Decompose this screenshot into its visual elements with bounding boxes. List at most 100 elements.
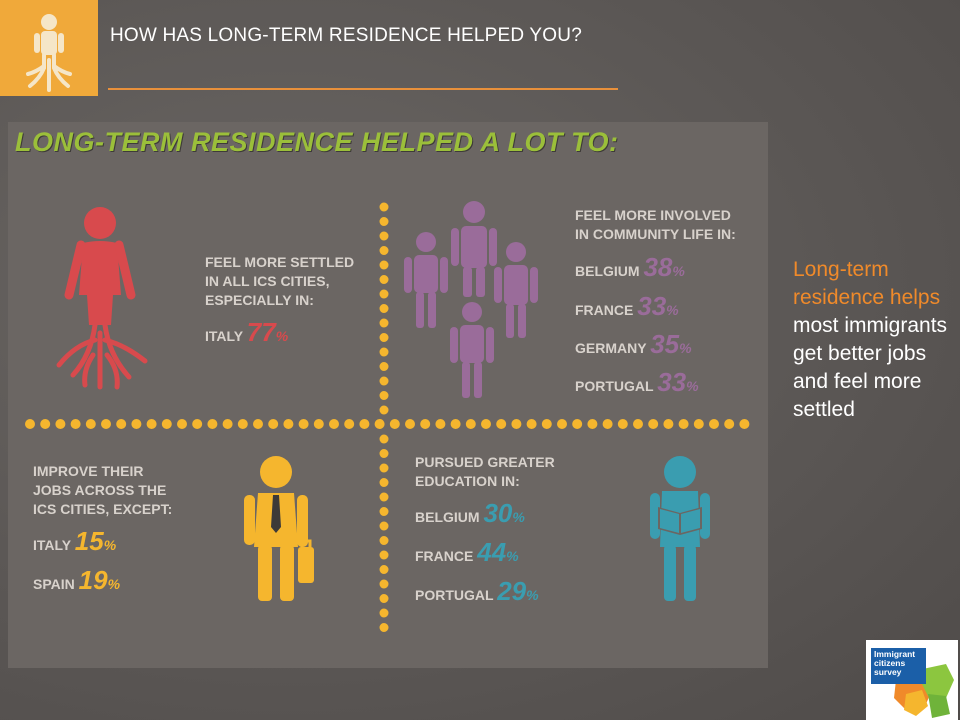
divider-dot — [379, 608, 389, 618]
divider-dot — [85, 419, 96, 429]
education-stat-france: FRANCE 44% — [415, 537, 519, 567]
divider-dot — [389, 419, 400, 429]
divider-dot — [379, 449, 389, 458]
divider-dot — [192, 419, 203, 429]
divider-dot — [450, 419, 461, 429]
divider-dot — [541, 419, 552, 429]
divider-dot — [379, 289, 389, 299]
divider-dot — [222, 419, 233, 429]
divider-dot — [379, 260, 389, 270]
jobs-stat-italy: ITALY 15% — [33, 526, 117, 556]
side-summary-text: Long-term residence helps most immigrant… — [793, 256, 953, 424]
side-summary-highlight: Long-term residence helps — [793, 258, 941, 309]
logo-tile — [0, 0, 98, 96]
divider-dot — [602, 419, 613, 429]
divider-dot — [435, 419, 446, 429]
divider-dot — [739, 419, 750, 429]
divider-dot — [25, 419, 35, 429]
divider-dot — [633, 419, 643, 429]
divider-dot — [379, 507, 389, 516]
divider-dot — [329, 419, 339, 429]
divider-dot — [724, 419, 735, 429]
divider-dot — [379, 376, 389, 386]
divider-dot — [663, 419, 674, 429]
infographic-heading: LONG-TERM RESIDENCE HELPED A LOT TO: — [15, 127, 619, 157]
divider-dot — [70, 419, 81, 429]
community-stat-germany: GERMANY 35% — [575, 329, 692, 359]
divider-dot — [379, 434, 389, 444]
divider-dot — [709, 419, 719, 429]
community-stat-belgium: BELGIUM 38% — [575, 252, 685, 282]
title-divider — [108, 88, 618, 90]
divider-dot — [379, 362, 389, 371]
divider-dot — [268, 419, 279, 429]
ics-logo-label: Immigrant citizens survey — [871, 648, 926, 684]
jobs-stat-spain: SPAIN 19% — [33, 565, 121, 595]
divider-dot — [572, 419, 583, 429]
community-people-purple-icon — [404, 201, 538, 398]
divider-dot — [379, 217, 389, 226]
page-title: HOW HAS LONG-TERM RESIDENCE HELPED YOU? — [110, 25, 582, 46]
divider-dot — [379, 536, 389, 545]
divider-dot — [420, 419, 431, 429]
divider-dot — [465, 419, 476, 429]
side-summary-rest: most immigrants get better jobs and feel… — [793, 314, 948, 421]
divider-dot — [298, 419, 309, 429]
education-title: PURSUED GREATER EDUCATION IN: — [415, 454, 555, 489]
divider-dot — [146, 419, 157, 429]
divider-dot — [40, 419, 51, 429]
divider-dot — [207, 419, 218, 429]
divider-dot — [359, 419, 370, 429]
reading-person-teal-icon — [650, 456, 710, 601]
divider-dot — [379, 391, 389, 400]
community-title: FEEL MORE INVOLVED IN COMMUNITY LIFE IN: — [575, 207, 736, 242]
divider-dot — [379, 550, 389, 560]
divider-dot — [177, 419, 187, 429]
education-stat-belgium: BELGIUM 30% — [415, 498, 525, 528]
divider-dot — [116, 419, 127, 429]
divider-dot — [511, 419, 522, 429]
divider-dot — [379, 579, 389, 589]
divider-dot — [648, 419, 659, 429]
divider-dot — [379, 594, 389, 603]
divider-dot — [379, 492, 389, 502]
divider-dot — [481, 419, 491, 429]
divider-dot — [379, 202, 389, 212]
divider-dot — [379, 318, 389, 328]
settled-title: FEEL MORE SETTLED IN ALL ICS CITIES, ESP… — [205, 254, 355, 308]
community-stat-portugal: PORTUGAL 33% — [575, 367, 699, 397]
divider-dot — [131, 419, 142, 429]
jobs-title: IMPROVE THEIR JOBS ACROSS THE ICS CITIES… — [33, 463, 173, 517]
divider-dot — [55, 419, 66, 429]
divider-dot — [379, 231, 389, 241]
divider-dot — [344, 419, 355, 429]
divider-dot — [161, 419, 172, 429]
ics-logo: Immigrant citizens survey — [866, 640, 958, 720]
divider-dot — [405, 419, 415, 429]
divider-dot — [313, 419, 324, 429]
community-stat-france: FRANCE 33% — [575, 291, 679, 321]
divider-dot — [379, 304, 389, 313]
divider-dot — [678, 419, 689, 429]
divider-dot — [617, 419, 628, 429]
divider-dot — [283, 419, 294, 429]
settled-stat-italy: ITALY 77% — [205, 317, 289, 347]
divider-dot — [374, 419, 385, 429]
divider-dot — [253, 419, 263, 429]
divider-dot — [496, 419, 507, 429]
divider-dot — [379, 333, 389, 342]
divider-dot — [379, 565, 389, 574]
divider-dot — [379, 347, 389, 357]
divider-dot — [379, 478, 389, 487]
divider-dot — [526, 419, 537, 429]
divider-dot — [379, 623, 389, 632]
divider-dot — [693, 419, 704, 429]
divider-dot — [379, 405, 389, 415]
divider-dot — [379, 246, 389, 255]
education-stat-portugal: PORTUGAL 29% — [415, 576, 539, 606]
divider-dot — [379, 521, 389, 531]
divider-dot — [101, 419, 111, 429]
rooted-person-red-icon — [56, 207, 148, 390]
divider-dot — [557, 419, 567, 429]
